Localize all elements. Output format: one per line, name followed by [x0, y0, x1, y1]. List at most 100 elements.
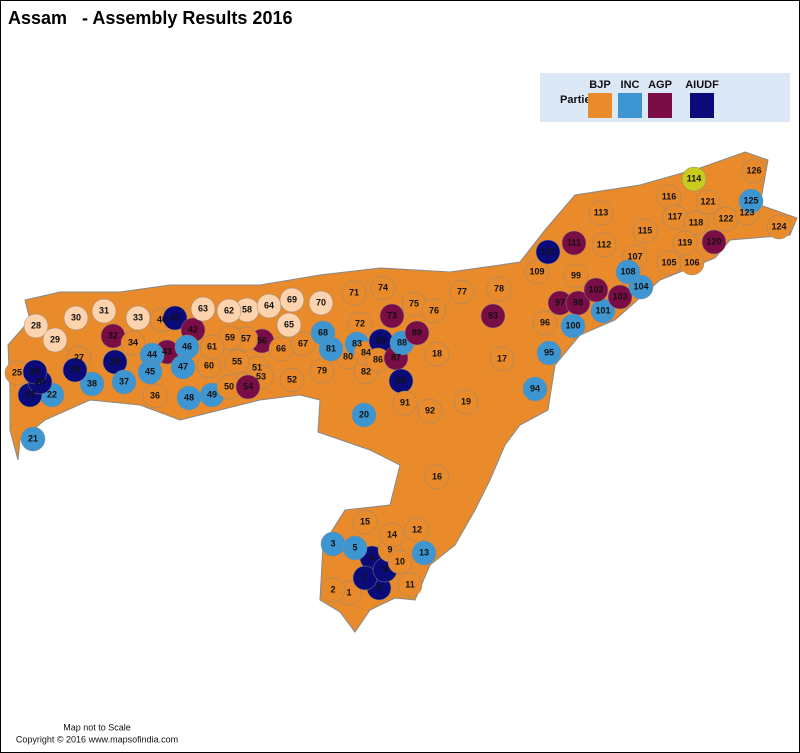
- constituency-area: [560, 313, 586, 339]
- constituency-label: 125: [743, 195, 758, 205]
- constituency-label: 1: [346, 587, 351, 597]
- constituency-label: 91: [400, 397, 410, 407]
- constituency-label: 110: [541, 246, 556, 256]
- constituency-label: 20: [359, 409, 369, 419]
- constituency-label: 75: [409, 298, 419, 308]
- constituency-area: [279, 287, 305, 313]
- copyright: Copyright © 2016 www.mapsofindia.com: [16, 734, 178, 744]
- constituency-label: 68: [318, 327, 328, 337]
- constituency-label: 126: [746, 165, 761, 175]
- constituency-area: [424, 464, 450, 490]
- constituency-label: 122: [718, 213, 733, 223]
- map-title: Assam - Assembly Results 2016: [8, 8, 292, 28]
- constituency-label: 64: [264, 300, 274, 310]
- constituency-label: 26: [30, 366, 40, 376]
- constituency-label: 74: [378, 282, 388, 292]
- constituency-label: 48: [184, 392, 194, 402]
- constituency-area: [137, 359, 163, 385]
- constituency-area: [216, 298, 242, 324]
- constituency-label: 113: [594, 207, 609, 217]
- constituency-label: 93: [488, 310, 498, 320]
- constituency-label: 100: [565, 320, 580, 330]
- constituency-label: 51: [252, 362, 262, 372]
- constituency-label: 62: [224, 305, 234, 315]
- constituency-area: [522, 376, 548, 402]
- constituency-label: 17: [497, 353, 507, 363]
- constituency-label: 116: [662, 191, 677, 201]
- constituency-area: [766, 214, 792, 240]
- constituency-area: [741, 158, 767, 184]
- constituency-label: 58: [242, 304, 252, 314]
- constituency-label: 69: [287, 294, 297, 304]
- constituency-area: [63, 305, 89, 331]
- constituency-area: [424, 341, 450, 367]
- constituency-label: 70: [316, 297, 326, 307]
- constituency-area: [683, 210, 709, 236]
- constituency-area: [536, 340, 562, 366]
- legend-swatch: [690, 93, 714, 118]
- constituency-area: [308, 290, 334, 316]
- constituency-label: 66: [276, 343, 286, 353]
- constituency-label: 53: [256, 371, 266, 381]
- constituency-area: [563, 263, 589, 289]
- constituency-label: 22: [47, 389, 57, 399]
- constituency-area: [162, 305, 188, 331]
- constituency-label: 92: [425, 405, 435, 415]
- constituency-area: [120, 330, 146, 356]
- constituency-label: 37: [119, 376, 129, 386]
- constituency-area: [535, 239, 561, 265]
- constituency-label: 11: [405, 579, 415, 589]
- constituency-label: 90: [396, 375, 406, 385]
- constituency-area: [290, 331, 316, 357]
- constituency-label: 117: [668, 211, 683, 221]
- constituency-area: [351, 402, 377, 428]
- constituency-label: 44: [147, 349, 157, 359]
- constituency-label: 88: [397, 337, 407, 347]
- constituency-area: [22, 359, 48, 385]
- constituency-area: [224, 349, 250, 375]
- constituency-area: [480, 303, 506, 329]
- constituency-area: [695, 189, 721, 215]
- constituency-label: 59: [225, 332, 235, 342]
- constituency-label: 84: [361, 347, 371, 357]
- constituency-label: 15: [360, 516, 370, 526]
- constituency-label: 8: [382, 564, 387, 574]
- constituency-label: 38: [87, 378, 97, 388]
- legend: BJP INC AGP AIUDF: [588, 79, 719, 118]
- constituency-label: 23: [25, 389, 35, 399]
- constituency-label: 29: [50, 334, 60, 344]
- constituency-label: 124: [771, 221, 786, 231]
- constituency-label: 85: [376, 335, 386, 345]
- constituency-area: [379, 303, 405, 329]
- constituency-label: 4: [369, 552, 374, 562]
- constituency-area: [404, 320, 430, 346]
- constituency-label: 35: [110, 356, 120, 366]
- constituency-label: 65: [284, 319, 294, 329]
- constituency-area: [607, 284, 633, 310]
- constituency-area: [421, 298, 447, 324]
- constituency-area: [142, 383, 168, 409]
- constituency-label: 47: [178, 361, 188, 371]
- constituency-area: [320, 577, 346, 603]
- constituency-label: 31: [99, 305, 109, 315]
- constituency-label: 79: [317, 365, 327, 375]
- constituency-area: [20, 426, 46, 452]
- constituency-label: 82: [361, 366, 371, 376]
- constituency-label: 3: [330, 538, 335, 548]
- constituency-area: [404, 517, 430, 543]
- constituency-label: 99: [571, 270, 581, 280]
- legend-party: AIUDF: [685, 79, 719, 91]
- constituency-label: 24: [35, 376, 45, 386]
- constituency-area: [111, 369, 137, 395]
- constituency-label: 36: [150, 390, 160, 400]
- constituency-area: [453, 389, 479, 415]
- constituency-label: 57: [241, 333, 251, 343]
- legend-label: Parties: [560, 94, 597, 106]
- constituency-label: 56: [257, 335, 267, 345]
- constituency-area: [199, 334, 225, 360]
- constituency-area: [632, 218, 658, 244]
- constituency-label: 94: [530, 383, 540, 393]
- constituency-label: 39: [70, 364, 80, 374]
- constituency-label: 109: [529, 266, 544, 276]
